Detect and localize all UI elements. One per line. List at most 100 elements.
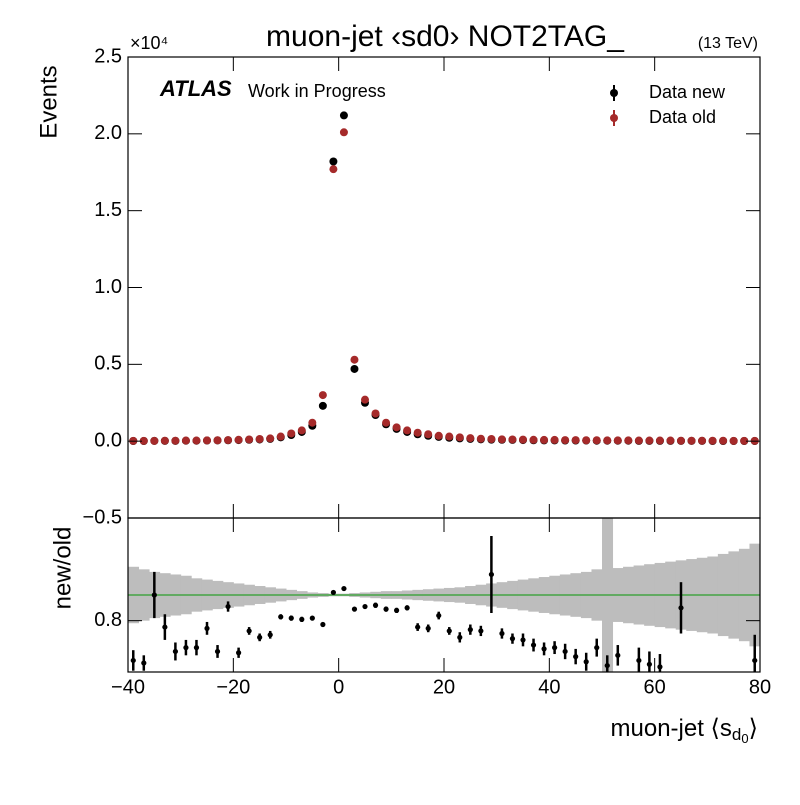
data-point (318, 391, 327, 400)
data-point (519, 435, 527, 444)
ratio-point (415, 624, 421, 630)
ratio-point (288, 615, 294, 621)
data-point (160, 436, 169, 445)
ratio-point (183, 645, 189, 651)
ratio-point (172, 648, 178, 655)
ratio-point (372, 602, 379, 608)
x-tick-label: 0 (333, 676, 344, 698)
ratio-point (499, 630, 505, 637)
chart-title: muon-jet ‹sd0› NOT2TAG_ (266, 20, 625, 53)
x-label-part: muon-jet ⟨s (611, 715, 732, 742)
x-tick-label: 20 (433, 676, 455, 698)
ratio-point (520, 637, 526, 643)
data-point (529, 435, 538, 444)
y-tick-label: 0.0 (94, 429, 122, 451)
ratio-y-axis-label: new/old (49, 527, 76, 610)
ratio-point (488, 571, 494, 578)
data-point (698, 436, 707, 445)
ratio-point (457, 634, 463, 640)
data-point (708, 436, 717, 445)
data-point (350, 355, 359, 364)
y-tick-label: 2.0 (94, 122, 122, 144)
ratio-point (236, 650, 242, 656)
data-point (540, 435, 549, 444)
ratio-point (351, 606, 358, 612)
data-point (276, 432, 285, 441)
ratio-point (530, 642, 537, 648)
ratio-point (204, 625, 210, 631)
x-tick-label: −40 (111, 676, 145, 698)
ratio-point (320, 621, 326, 628)
data-point (550, 435, 559, 444)
data-point (192, 436, 201, 445)
x-axis-label: muon-jet ⟨sd0⟩ (611, 715, 758, 746)
data-point (350, 364, 359, 373)
data-point (171, 436, 180, 445)
x-tick-label: −20 (216, 676, 250, 698)
ratio-point (162, 624, 168, 630)
data-point (266, 434, 275, 443)
ratio-point (573, 654, 579, 660)
ratio-point (383, 606, 389, 612)
data-point (255, 435, 264, 444)
data-point (613, 436, 622, 445)
legend-label: Data new (649, 82, 726, 102)
ratio-point (467, 627, 473, 633)
x-label-part: d (732, 725, 741, 744)
data-point (339, 111, 348, 120)
ratio-point (541, 646, 547, 652)
ratio-point (330, 589, 336, 596)
y-multiplier: ×10⁴ (130, 33, 168, 53)
data-point (234, 435, 243, 444)
y-tick-label: 1.5 (94, 199, 122, 221)
ratio-point (267, 632, 273, 638)
data-point (476, 434, 485, 443)
legend-marker (610, 114, 618, 122)
data-point (592, 436, 601, 445)
x-tick-label: 60 (644, 676, 666, 698)
data-point (571, 436, 580, 445)
legend-marker (610, 89, 618, 97)
main-plot (129, 111, 759, 446)
ratio-point (299, 616, 305, 622)
ratio-point (562, 648, 568, 655)
data-point (740, 436, 749, 445)
data-point (729, 436, 738, 445)
ratio-point (446, 628, 452, 634)
data-point (245, 435, 254, 444)
data-point (582, 436, 591, 445)
ratio-point (151, 592, 157, 598)
data-point (150, 436, 159, 445)
data-point (339, 128, 348, 137)
ratio-point (678, 605, 684, 611)
data-point (603, 436, 612, 445)
data-point (181, 436, 190, 445)
ratio-point (478, 628, 484, 634)
x-label-part: ⟩ (749, 715, 758, 742)
ratio-point (594, 645, 600, 651)
y-tick-label: 0.5 (94, 353, 122, 375)
y-tick-label: −0.5 (83, 506, 122, 528)
x-tick-label: 40 (538, 676, 560, 698)
ratio-point (141, 660, 147, 666)
data-point (382, 418, 391, 427)
data-point (371, 409, 380, 418)
data-point (318, 401, 327, 410)
ratio-point (225, 603, 231, 610)
ratio-point (604, 662, 610, 669)
data-point (719, 436, 728, 445)
data-point (392, 423, 401, 432)
data-point (487, 435, 496, 444)
data-point (403, 426, 412, 435)
data-point (329, 157, 338, 166)
ratio-point (436, 612, 442, 619)
ratio-point (425, 625, 431, 631)
ratio-point (583, 659, 589, 665)
ratio-point (130, 657, 136, 664)
data-point (224, 436, 233, 445)
data-point (329, 165, 338, 174)
data-point (677, 436, 685, 445)
data-point (434, 431, 443, 440)
ratio-point (404, 605, 410, 611)
data-point (666, 436, 675, 445)
